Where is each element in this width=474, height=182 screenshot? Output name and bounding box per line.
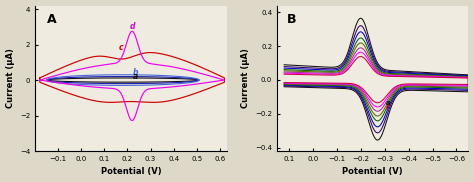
X-axis label: Potential (V): Potential (V): [342, 167, 403, 176]
Text: a: a: [133, 72, 138, 81]
Text: B: B: [287, 13, 296, 26]
Y-axis label: Current (μA): Current (μA): [6, 48, 15, 108]
Text: c: c: [118, 43, 123, 52]
X-axis label: Potential (V): Potential (V): [100, 167, 161, 176]
Text: b: b: [133, 68, 139, 77]
Y-axis label: Current (μA): Current (μA): [241, 48, 250, 108]
Text: a: a: [386, 100, 391, 106]
Text: f: f: [386, 105, 389, 111]
Text: d: d: [130, 22, 135, 31]
Text: A: A: [47, 13, 56, 26]
